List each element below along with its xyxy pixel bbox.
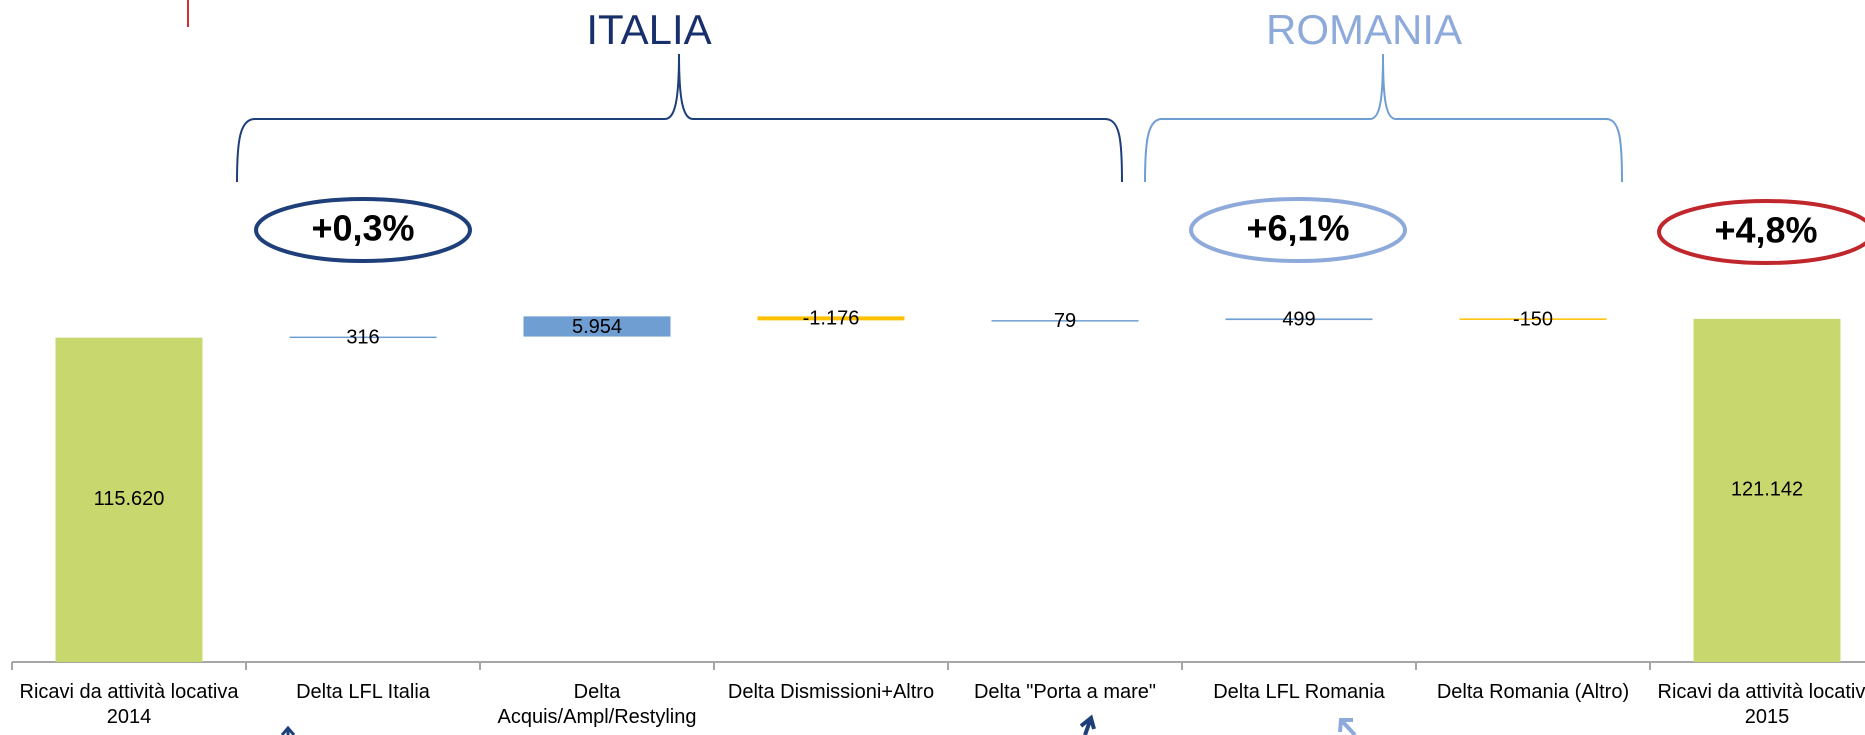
arrow bbox=[1338, 718, 1357, 735]
annotation: ROMANIA bbox=[1266, 6, 1462, 53]
value-label: -1.176 bbox=[803, 308, 860, 330]
value-label: -150 bbox=[1513, 308, 1553, 330]
bar bbox=[523, 316, 671, 337]
arrow bbox=[280, 725, 296, 735]
annotation: ITALIA bbox=[586, 6, 711, 53]
annotation: +4,8% bbox=[1714, 210, 1817, 251]
x-tick-label: Delta Romania (Altro) bbox=[1436, 681, 1630, 703]
bar bbox=[991, 320, 1139, 322]
badge-ellipse bbox=[1189, 197, 1407, 263]
bar bbox=[1459, 318, 1607, 320]
badge-ellipse bbox=[254, 197, 472, 263]
x-tick-label: Delta "Porta a mare" bbox=[973, 681, 1157, 703]
bar bbox=[55, 337, 203, 662]
annotation: +0,3% bbox=[311, 208, 414, 249]
bar bbox=[1225, 318, 1373, 321]
arrow bbox=[1079, 714, 1096, 735]
badge-ellipse bbox=[1657, 199, 1865, 265]
x-tick-label: Delta Dismissioni+Altro bbox=[727, 681, 935, 703]
annotation: +6,1% bbox=[1246, 208, 1349, 249]
value-label: 115.620 bbox=[94, 488, 165, 510]
value-label: 499 bbox=[1282, 309, 1315, 331]
bar bbox=[1693, 318, 1841, 662]
value-label: 316 bbox=[346, 327, 379, 349]
bar bbox=[289, 336, 437, 339]
x-tick-label: Ricavi da attività locativa 2014 bbox=[19, 681, 239, 728]
value-label: 121.142 bbox=[1731, 479, 1803, 501]
bar bbox=[757, 316, 905, 321]
x-tick-label: Delta Acquis/Ampl/Restyling bbox=[497, 681, 697, 728]
x-tick-label: Delta LFL Romania bbox=[1213, 681, 1385, 703]
value-label: 5.954 bbox=[572, 316, 622, 338]
value-label: 79 bbox=[1054, 310, 1076, 332]
italia-bracket bbox=[236, 53, 1123, 183]
x-tick-label: Delta LFL Italia bbox=[296, 681, 430, 703]
x-tick-label: Ricavi da attività locativa 2015 bbox=[1657, 681, 1865, 728]
romania-bracket bbox=[1144, 53, 1623, 183]
